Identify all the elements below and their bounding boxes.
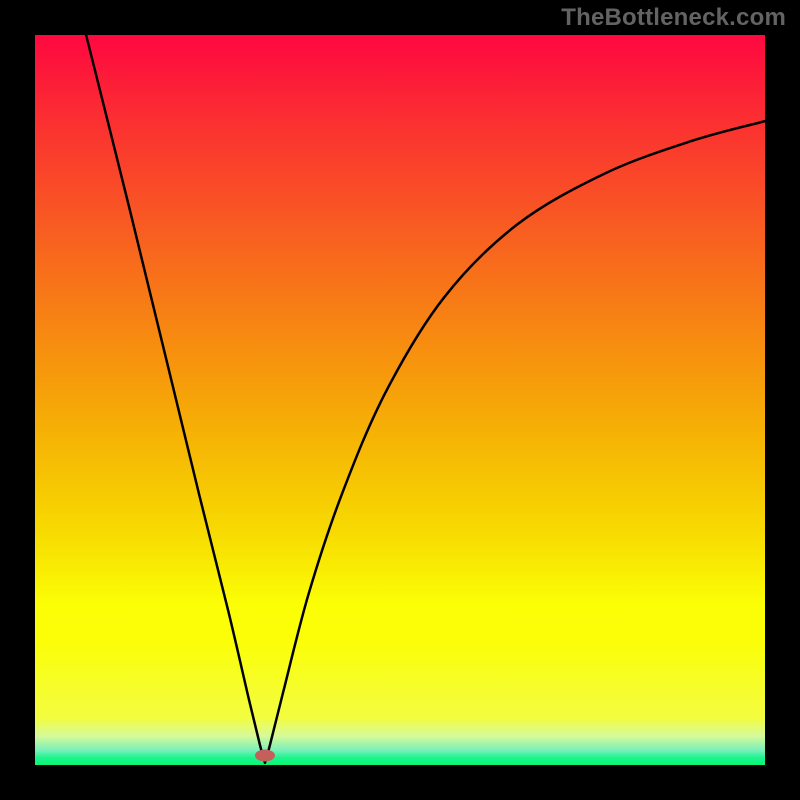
chart-container: { "watermark": { "text": "TheBottleneck.… <box>0 0 800 800</box>
chart-plot-area <box>35 35 765 765</box>
watermark-text: TheBottleneck.com <box>561 4 786 32</box>
bottleneck-curve-chart <box>0 0 800 800</box>
optimal-point-marker <box>255 750 275 762</box>
